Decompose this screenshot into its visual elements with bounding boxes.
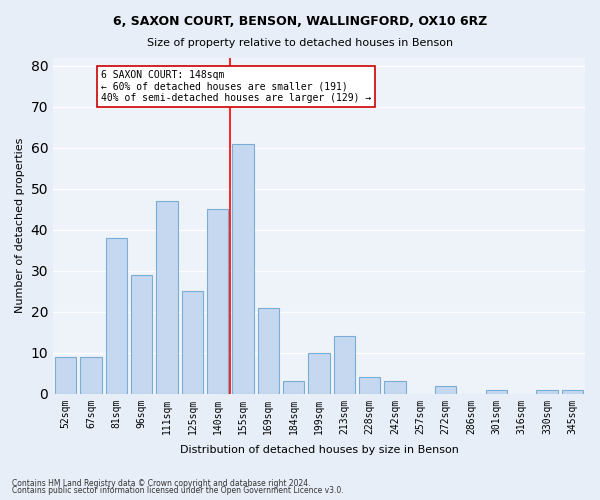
Bar [384, 382, 406, 394]
X-axis label: Distribution of detached houses by size in Benson: Distribution of detached houses by size … [179, 445, 458, 455]
Bar [257, 308, 279, 394]
Bar [283, 382, 304, 394]
Bar [80, 357, 102, 394]
Text: Contains public sector information licensed under the Open Government Licence v3: Contains public sector information licen… [12, 486, 344, 495]
Bar [207, 209, 229, 394]
Bar [182, 292, 203, 394]
Y-axis label: Number of detached properties: Number of detached properties [15, 138, 25, 314]
Bar [131, 275, 152, 394]
Bar [308, 353, 330, 394]
Bar [156, 201, 178, 394]
Bar [536, 390, 558, 394]
Bar [562, 390, 583, 394]
Text: 6, SAXON COURT, BENSON, WALLINGFORD, OX10 6RZ: 6, SAXON COURT, BENSON, WALLINGFORD, OX1… [113, 15, 487, 28]
Text: 6 SAXON COURT: 148sqm
← 60% of detached houses are smaller (191)
40% of semi-det: 6 SAXON COURT: 148sqm ← 60% of detached … [101, 70, 371, 103]
Bar [55, 357, 76, 394]
Text: Contains HM Land Registry data © Crown copyright and database right 2024.: Contains HM Land Registry data © Crown c… [12, 478, 311, 488]
Bar [359, 378, 380, 394]
Bar [485, 390, 507, 394]
Bar [435, 386, 457, 394]
Bar [334, 336, 355, 394]
Bar [232, 144, 254, 394]
Text: Size of property relative to detached houses in Benson: Size of property relative to detached ho… [147, 38, 453, 48]
Bar [106, 238, 127, 394]
